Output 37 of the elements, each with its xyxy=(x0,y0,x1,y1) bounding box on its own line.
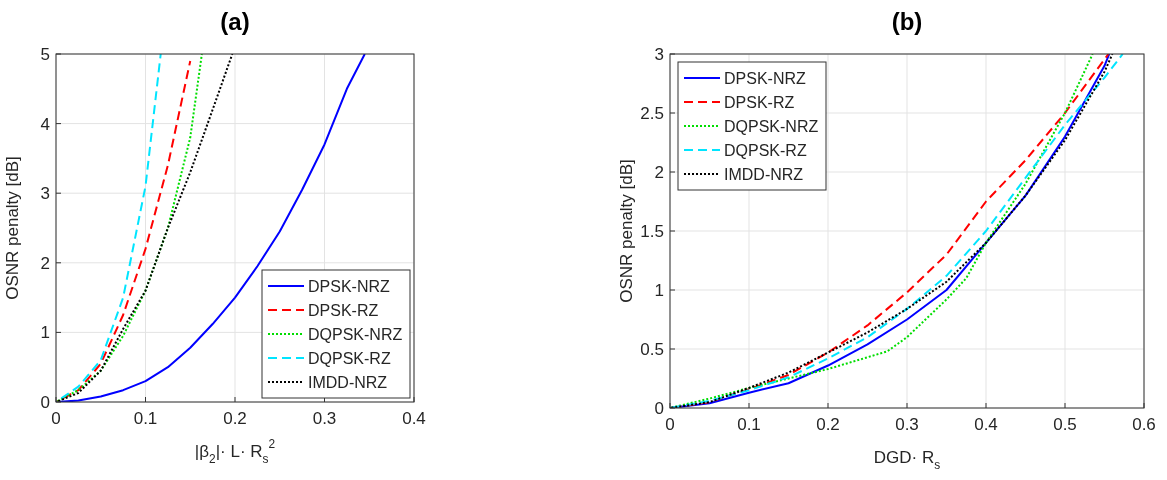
y-tick-label: 2.5 xyxy=(640,104,664,123)
legend-label: DPSK-NRZ xyxy=(308,278,391,295)
x-tick-label: 0.2 xyxy=(223,409,247,428)
x-tick-label: 0.5 xyxy=(1053,415,1077,434)
x-tick-label: 0.1 xyxy=(133,409,158,428)
y-tick-label: 3 xyxy=(654,45,664,64)
chart-title: (b) xyxy=(891,8,923,35)
y-tick-label: 4 xyxy=(40,114,50,134)
legend-label: DQPSK-NRZ xyxy=(724,118,819,135)
legend-label: DPSK-NRZ xyxy=(724,70,807,87)
x-tick-label: 0.3 xyxy=(312,409,337,428)
legend-label: DQPSK-NRZ xyxy=(308,326,403,343)
x-tick-label: 0.2 xyxy=(816,415,840,434)
chart-title: (a) xyxy=(220,8,250,35)
legend-label: DPSK-RZ xyxy=(308,302,379,319)
x-tick-label: 0.4 xyxy=(974,415,998,434)
x-axis-title: DGD· R$_{s}$ xyxy=(873,448,941,472)
y-axis-title: OSNR penalty [dB] xyxy=(3,156,22,300)
x-tick-label: 0.6 xyxy=(1132,415,1156,434)
y-tick-label: 5 xyxy=(40,45,50,64)
x-tick-label: 0.3 xyxy=(895,415,919,434)
legend-label: DQPSK-RZ xyxy=(724,142,807,159)
legend-label: DQPSK-RZ xyxy=(308,350,391,367)
y-tick-label: 1.5 xyxy=(640,222,664,241)
x-tick-label: 0.1 xyxy=(737,415,761,434)
y-tick-label: 0.5 xyxy=(640,340,664,359)
y-tick-label: 3 xyxy=(40,184,50,204)
x-tick-label: 0.4 xyxy=(402,409,426,428)
legend-label: IMDD-NRZ xyxy=(724,166,804,183)
y-tick-label: 1 xyxy=(654,281,664,300)
y-axis-title: OSNR penalty [dB] xyxy=(617,159,636,303)
legend-label: IMDD-NRZ xyxy=(308,374,388,391)
legend-label: DPSK-RZ xyxy=(724,94,795,111)
y-tick-label: 1 xyxy=(40,323,50,343)
y-tick-label: 2 xyxy=(40,253,50,273)
y-tick-label: 2 xyxy=(654,163,664,182)
y-tick-label: 0 xyxy=(40,393,50,412)
